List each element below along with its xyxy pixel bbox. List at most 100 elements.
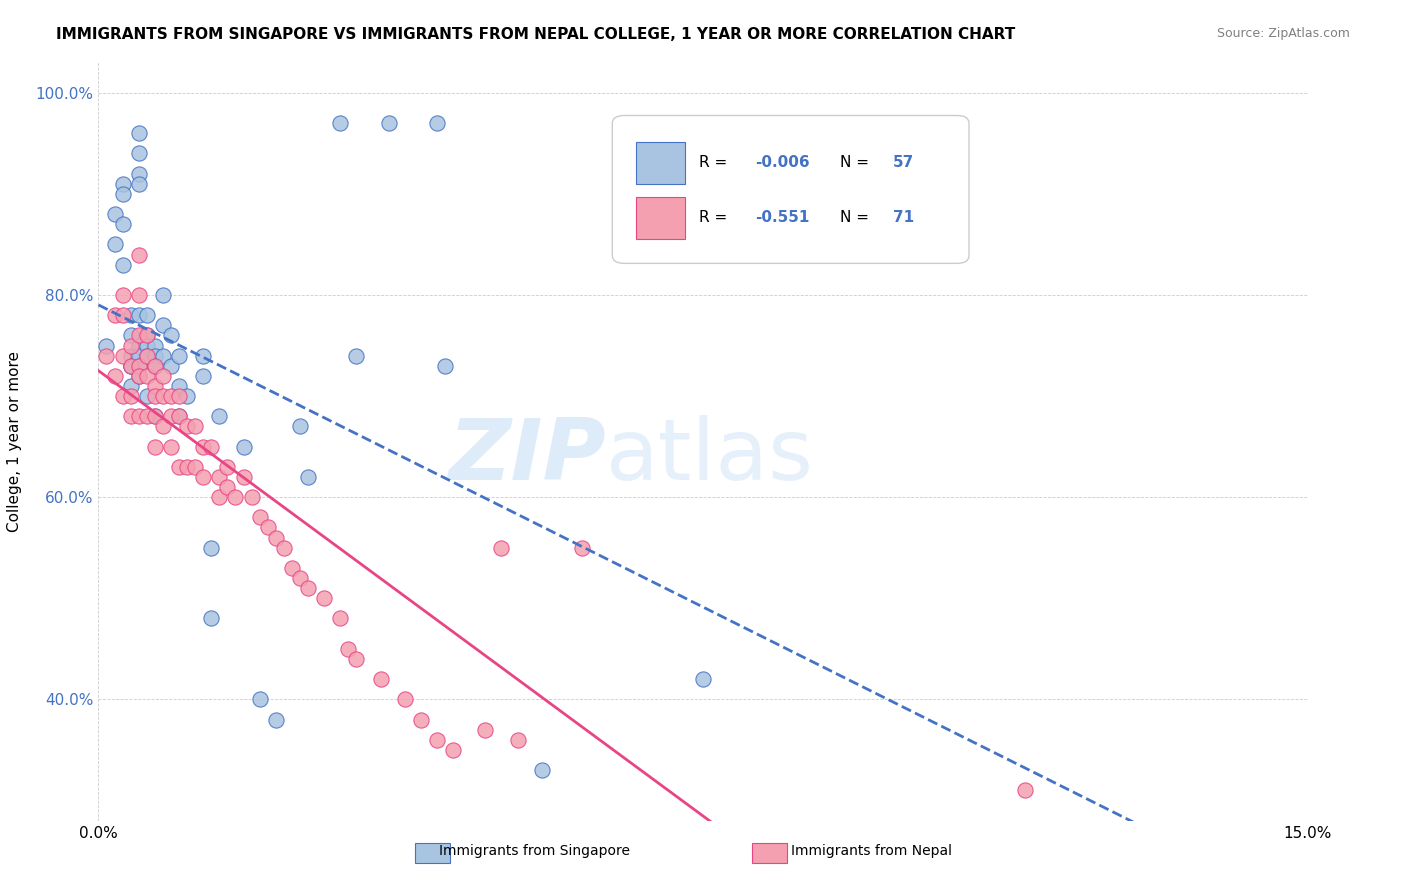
Point: [176, 419, 198, 434]
Point: [297, 470, 319, 484]
Text: ZIP: ZIP: [449, 415, 606, 499]
Point: [128, 359, 150, 373]
Point: [128, 308, 150, 322]
Point: [143, 389, 166, 403]
Text: IMMIGRANTS FROM SINGAPORE VS IMMIGRANTS FROM NEPAL COLLEGE, 1 YEAR OR MORE CORRE: IMMIGRANTS FROM SINGAPORE VS IMMIGRANTS …: [56, 27, 1015, 42]
Point: [217, 459, 239, 474]
FancyBboxPatch shape: [415, 843, 450, 863]
Point: [491, 541, 513, 555]
Point: [530, 763, 553, 777]
Text: atlas: atlas: [606, 415, 814, 499]
Point: [474, 723, 496, 737]
Point: [200, 440, 222, 454]
Point: [111, 258, 134, 272]
Point: [160, 359, 183, 373]
Point: [143, 379, 166, 393]
Text: 57: 57: [893, 155, 914, 170]
Point: [434, 359, 457, 373]
FancyBboxPatch shape: [613, 116, 969, 263]
Text: 71: 71: [893, 211, 914, 226]
Point: [111, 389, 134, 403]
Point: [111, 177, 134, 191]
Y-axis label: College, 1 year or more: College, 1 year or more: [7, 351, 21, 532]
Point: [111, 288, 134, 302]
Point: [329, 116, 352, 130]
Point: [651, 823, 673, 838]
Point: [111, 186, 134, 201]
Point: [329, 611, 352, 625]
Point: [193, 440, 215, 454]
Text: Source: ZipAtlas.com: Source: ZipAtlas.com: [1216, 27, 1350, 40]
Point: [506, 732, 529, 747]
Point: [120, 328, 142, 343]
Point: [152, 288, 174, 302]
Point: [249, 692, 271, 706]
Point: [184, 419, 207, 434]
Point: [256, 520, 278, 534]
Point: [232, 440, 254, 454]
Point: [193, 470, 215, 484]
Point: [240, 490, 263, 504]
Point: [167, 409, 190, 424]
Point: [143, 440, 166, 454]
Point: [128, 146, 150, 161]
Point: [120, 308, 142, 322]
Point: [152, 318, 174, 333]
Point: [1014, 783, 1036, 797]
Point: [143, 409, 166, 424]
Text: Immigrants from Singapore: Immigrants from Singapore: [439, 844, 630, 857]
Point: [135, 368, 157, 383]
Point: [344, 652, 367, 666]
Point: [441, 743, 464, 757]
Point: [128, 349, 150, 363]
Point: [217, 480, 239, 494]
Point: [128, 409, 150, 424]
Point: [152, 349, 174, 363]
Point: [281, 561, 304, 575]
Point: [128, 126, 150, 140]
Point: [193, 349, 215, 363]
Point: [103, 368, 125, 383]
Point: [176, 389, 198, 403]
Point: [152, 419, 174, 434]
Point: [143, 409, 166, 424]
Point: [160, 440, 183, 454]
Point: [208, 470, 231, 484]
Point: [273, 541, 295, 555]
Point: [135, 338, 157, 352]
Point: [167, 379, 190, 393]
FancyBboxPatch shape: [752, 843, 787, 863]
Text: R =: R =: [699, 211, 728, 226]
Point: [128, 368, 150, 383]
Point: [377, 116, 399, 130]
Text: Immigrants from Nepal: Immigrants from Nepal: [792, 844, 952, 857]
Point: [224, 490, 246, 504]
Point: [409, 713, 432, 727]
Point: [288, 571, 311, 585]
Point: [103, 237, 125, 252]
Point: [208, 409, 231, 424]
Point: [208, 490, 231, 504]
Point: [128, 167, 150, 181]
Point: [288, 419, 311, 434]
Point: [193, 368, 215, 383]
Point: [128, 288, 150, 302]
Point: [120, 389, 142, 403]
Point: [103, 207, 125, 221]
Text: -0.551: -0.551: [755, 211, 810, 226]
Text: N =: N =: [839, 211, 869, 226]
Point: [184, 459, 207, 474]
Point: [135, 389, 157, 403]
Point: [120, 379, 142, 393]
Point: [143, 338, 166, 352]
Point: [200, 541, 222, 555]
Point: [128, 247, 150, 261]
Point: [143, 359, 166, 373]
Point: [128, 177, 150, 191]
Point: [135, 328, 157, 343]
Point: [135, 349, 157, 363]
Point: [120, 359, 142, 373]
Point: [111, 349, 134, 363]
Point: [297, 581, 319, 595]
Point: [128, 359, 150, 373]
